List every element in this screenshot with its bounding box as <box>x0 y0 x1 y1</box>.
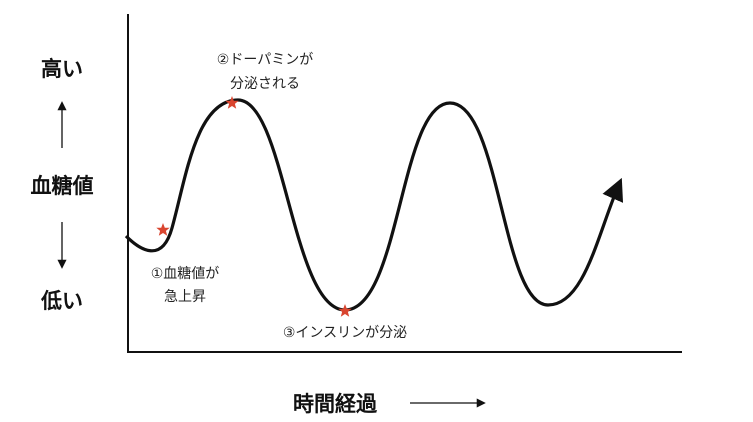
annotation: 急上昇 <box>164 289 206 305</box>
y-label: 血糖値 <box>31 174 94 198</box>
y-high: 高い <box>41 57 83 81</box>
annotation: ①血糖値が <box>151 266 220 282</box>
x-label: 時間経過 <box>293 392 378 416</box>
glucose-curve <box>124 98 624 312</box>
annotation: ②ドーパミンが <box>217 52 313 68</box>
annotation: ③インスリンが分泌 <box>283 325 407 341</box>
star-marker <box>156 223 170 236</box>
star-marker <box>225 96 239 109</box>
star-marker <box>338 304 352 317</box>
y-low: 低い <box>40 289 83 313</box>
annotation: 分泌される <box>230 76 300 92</box>
